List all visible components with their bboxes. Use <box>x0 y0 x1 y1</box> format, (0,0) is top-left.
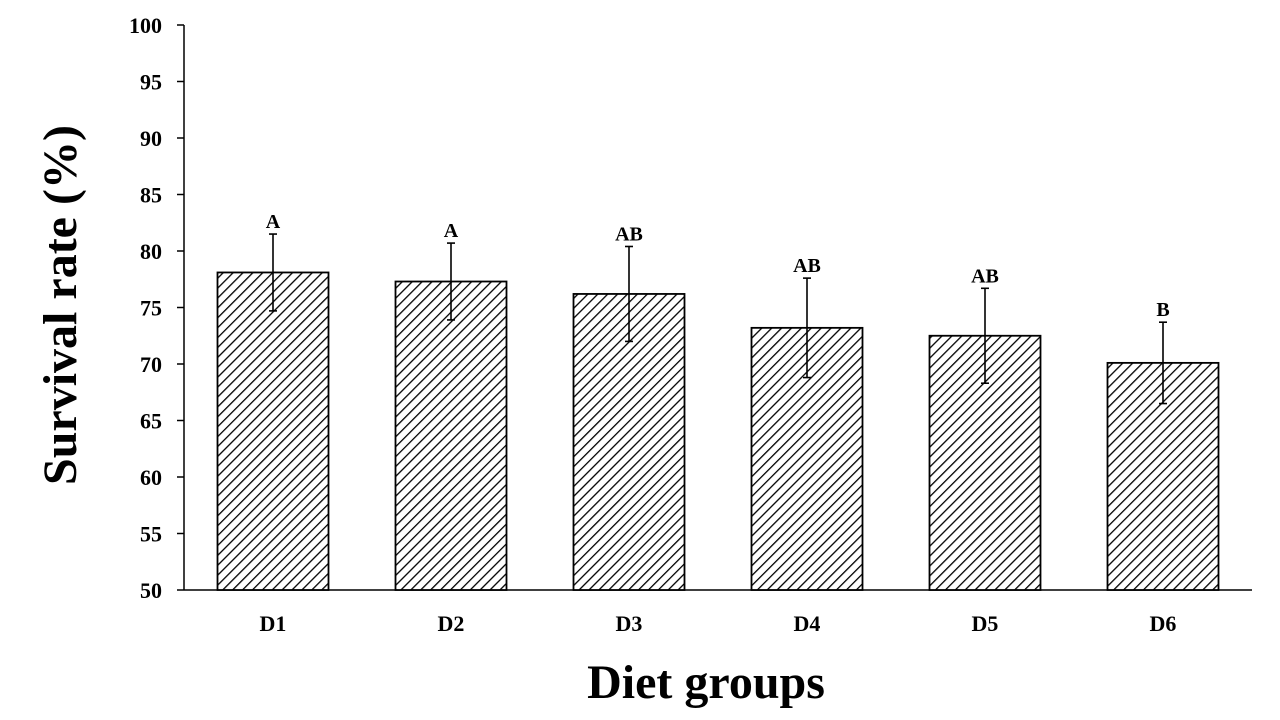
x-axis-title: Diet groups <box>587 656 825 709</box>
y-axis-title: Survival rate (%) <box>34 125 87 485</box>
y-tick-label: 80 <box>140 239 162 264</box>
significance-label: A <box>444 220 459 242</box>
significance-label: AB <box>971 265 999 287</box>
significance-labels: A A AB AB AB B <box>266 211 1170 321</box>
significance-label: A <box>266 211 281 233</box>
x-tick-label: D1 <box>260 611 287 636</box>
y-axis: 50 55 60 65 70 75 80 85 90 95 100 <box>129 13 185 603</box>
significance-label: AB <box>615 223 643 245</box>
y-tick-label: 60 <box>140 465 162 490</box>
y-tick-label: 90 <box>140 126 162 151</box>
y-tick-label: 100 <box>129 13 162 38</box>
error-bars <box>269 233 1167 405</box>
y-tick-label: 85 <box>140 183 162 208</box>
y-tick-label: 50 <box>140 578 162 603</box>
x-tick-label: D4 <box>794 611 821 636</box>
y-tick-label: 55 <box>140 522 162 547</box>
x-tick-label: D6 <box>1150 611 1177 636</box>
y-tick-label: 95 <box>140 70 162 95</box>
bar-d1 <box>216 271 330 591</box>
y-tick-label: 70 <box>140 352 162 377</box>
y-tick-label: 65 <box>140 409 162 434</box>
bar-d2 <box>394 280 508 591</box>
x-tick-label: D2 <box>438 611 465 636</box>
bar-d3 <box>572 293 686 591</box>
y-tick-label: 75 <box>140 296 162 321</box>
significance-label: AB <box>793 255 821 277</box>
significance-label: B <box>1156 299 1169 321</box>
x-axis: D1 D2 D3 D4 D5 D6 <box>184 589 1252 636</box>
x-tick-label: D3 <box>616 611 643 636</box>
x-tick-label: D5 <box>972 611 999 636</box>
bars <box>216 271 1220 591</box>
